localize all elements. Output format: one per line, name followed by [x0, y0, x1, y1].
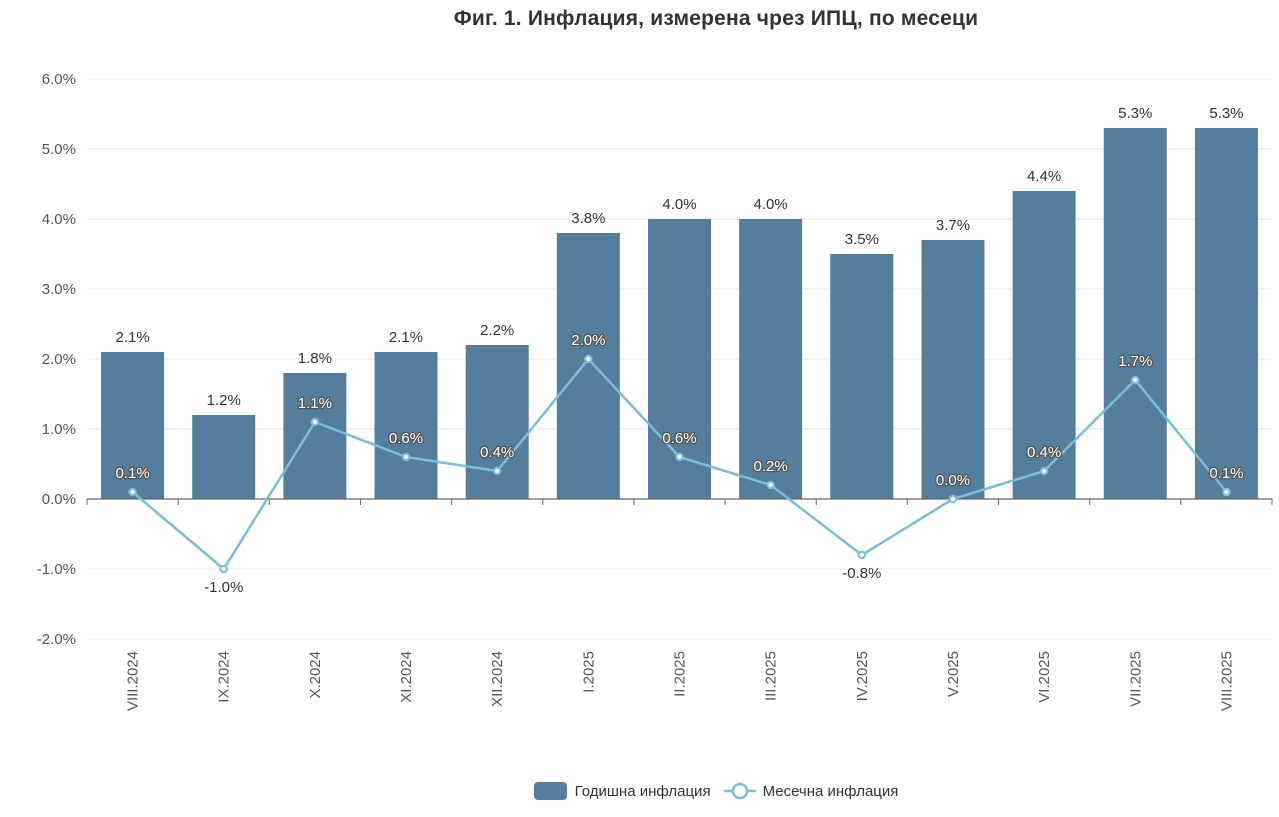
line-point [1222, 487, 1231, 497]
bar [1012, 191, 1076, 499]
bar [648, 219, 711, 499]
y-tick-label: 6.0% [42, 71, 76, 88]
bar [101, 352, 165, 499]
x-tick-label: I.2025 [580, 651, 597, 693]
y-tick-label: 1.0% [42, 421, 76, 438]
legend-line-swatch [723, 782, 756, 800]
line-value-label: 0.6% [389, 430, 423, 447]
bar [374, 352, 438, 499]
x-tick-label: XII.2024 [489, 651, 506, 707]
bar-value-label: 2.1% [115, 329, 149, 346]
line-value-label: 0.4% [480, 444, 514, 461]
line-value-label: 0.6% [662, 430, 696, 447]
x-tick-label: V.2025 [945, 651, 962, 697]
bar [556, 233, 620, 499]
x-tick-label: VI.2025 [1036, 651, 1053, 703]
legend-label-annual: Годишна инфлация [574, 782, 711, 800]
x-tick-label: IV.2025 [854, 651, 871, 701]
bar [283, 373, 347, 499]
x-tick-label: IX.2024 [216, 651, 233, 703]
bar [465, 345, 529, 499]
bar-value-label: 3.8% [571, 210, 605, 227]
bar-value-label: 4.4% [1027, 168, 1061, 185]
line-point [675, 452, 684, 462]
line-value-label: -1.0% [204, 579, 243, 596]
line-value-label: -0.8% [842, 565, 881, 582]
line-point [1039, 466, 1049, 476]
y-tick-label: -1.0% [37, 561, 76, 578]
bar-value-label: 2.1% [389, 329, 423, 346]
line-value-label: 0.4% [1027, 444, 1061, 461]
line-point [492, 466, 502, 476]
x-tick-label: II.2025 [672, 651, 689, 697]
bar [1194, 128, 1258, 499]
bar-value-label: 4.0% [754, 196, 788, 213]
bar-value-label: 5.3% [1209, 105, 1243, 122]
line-point [857, 550, 867, 560]
y-tick-label: 4.0% [42, 211, 76, 228]
y-tick-label: 5.0% [42, 141, 76, 158]
bar-value-label: 1.8% [298, 350, 332, 367]
x-tick-label: VIII.2024 [125, 651, 142, 711]
y-tick-label: -2.0% [37, 631, 76, 648]
line-value-label: 1.7% [1118, 353, 1152, 370]
legend: Годишна инфлация Месечна инфлация [0, 781, 1279, 801]
chart-title: Фиг. 1. Инфлация, измерена чрез ИПЦ, по … [453, 7, 979, 30]
y-tick-label: 0.0% [42, 491, 76, 508]
legend-item-annual[interactable]: Годишна инфлация [533, 782, 711, 800]
line-value-label: 1.1% [298, 395, 332, 412]
legend-bar-swatch [533, 782, 567, 800]
bar-value-label: 3.7% [936, 217, 970, 234]
x-tick-label: III.2025 [763, 651, 780, 701]
y-tick-label: 2.0% [42, 351, 76, 368]
bar [739, 219, 803, 499]
y-tick-label: 3.0% [42, 281, 76, 298]
line-value-label: 0.1% [1209, 465, 1243, 482]
bar-value-label: 2.2% [480, 322, 514, 339]
x-tick-label: VII.2025 [1127, 651, 1144, 707]
bar-value-label: 4.0% [662, 196, 696, 213]
x-tick-label: XI.2024 [398, 651, 415, 703]
line-point [1131, 375, 1140, 385]
x-tick-label: VIII.2025 [1218, 651, 1235, 711]
line-point [219, 564, 228, 574]
line-value-label: 0.2% [754, 458, 788, 475]
line-value-label: 0.0% [936, 472, 970, 489]
bar [192, 415, 256, 499]
line-value-label: 0.1% [115, 465, 149, 482]
line-point [948, 494, 958, 504]
bar-value-label: 1.2% [207, 392, 241, 409]
line-point [128, 487, 137, 497]
bar-value-label: 3.5% [845, 231, 879, 248]
x-tick-label: X.2024 [307, 651, 324, 699]
line-point [310, 417, 320, 427]
line-point [584, 354, 593, 364]
line-point [766, 480, 775, 490]
legend-label-monthly: Месечна инфлация [762, 782, 899, 800]
bar [921, 240, 985, 499]
bar-value-label: 5.3% [1118, 105, 1152, 122]
line-point [401, 452, 411, 462]
bar [830, 254, 894, 499]
line-value-label: 2.0% [571, 332, 605, 349]
legend-item-monthly[interactable]: Месечна инфлация [723, 781, 899, 801]
bar [1103, 128, 1167, 499]
